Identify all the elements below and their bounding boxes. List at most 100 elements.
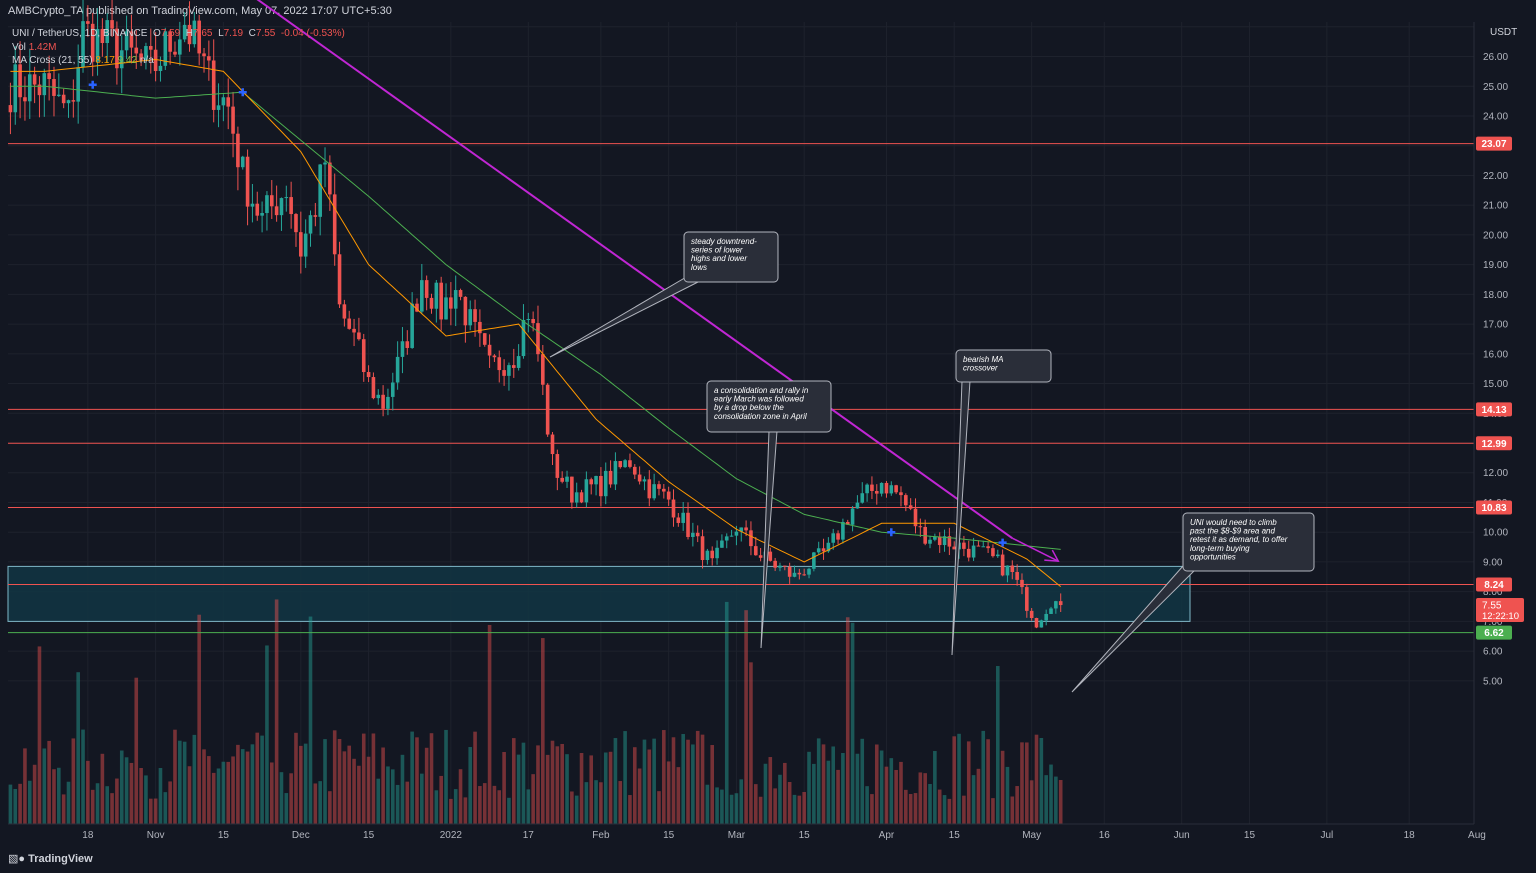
candle-body (666, 491, 671, 500)
volume-bar (294, 732, 298, 824)
low-label: L (218, 28, 224, 39)
time-tick-label: 18 (1404, 830, 1416, 841)
candle-body (415, 303, 419, 312)
candle-body (681, 512, 685, 523)
candle-body (1005, 565, 1010, 576)
volume-bar (957, 733, 961, 824)
candle-body (434, 282, 439, 309)
candle-body (1054, 601, 1058, 609)
volume-bar (168, 781, 172, 824)
candle-body (749, 530, 753, 547)
candle-body (550, 434, 555, 455)
volume-bar (27, 780, 32, 824)
tradingview-logo: ▧● TradingView (8, 852, 93, 865)
candle-body (352, 328, 356, 333)
volume-bar (937, 789, 942, 824)
candle-body (676, 517, 681, 523)
volume-bar (1020, 742, 1024, 824)
candle-body (110, 20, 114, 29)
symbol-legend: UNI / TetherUS, 1D, BINANCE O7.59 H7.65 … (12, 28, 345, 39)
candle-body (521, 319, 526, 357)
volume-bar (1010, 796, 1015, 824)
candle-body (61, 94, 66, 104)
price-tick-label: 12.00 (1483, 468, 1508, 479)
price-tick-label: 21.00 (1483, 201, 1508, 212)
volume-bar (420, 773, 424, 824)
candle-body (134, 47, 139, 54)
currency-label-bg (1478, 24, 1528, 38)
level-price-label: 14.13 (1481, 405, 1506, 416)
time-tick-label: May (1022, 830, 1041, 841)
candle-body (187, 24, 192, 45)
volume-bar (797, 795, 802, 824)
candle-body (453, 290, 458, 309)
volume-bar (502, 752, 506, 824)
volume-bar (531, 774, 535, 824)
volume-bar (865, 786, 869, 824)
volume-bar (1058, 780, 1063, 824)
volume-bar (908, 794, 913, 824)
candle-body (744, 527, 748, 531)
volume-bar (913, 793, 918, 824)
candle-body (812, 552, 816, 569)
candle-body (386, 396, 390, 409)
candle-body (1039, 620, 1044, 628)
candle-body (652, 484, 656, 499)
volume-bar (632, 747, 637, 824)
candle-body (584, 479, 589, 503)
candle-body (792, 572, 797, 577)
volume-bar (729, 794, 734, 824)
candle-body (86, 21, 90, 24)
candle-body (981, 546, 986, 548)
candle-body (1044, 613, 1048, 621)
symbol-label: UNI / TetherUS, 1D, BINANCE (12, 28, 148, 39)
volume-bar (681, 734, 685, 824)
callout-text: past the $8-$9 area and (1189, 527, 1276, 536)
candle-body (236, 133, 240, 168)
volume-bar (778, 774, 782, 824)
price-axis (1474, 22, 1536, 824)
candle-body (478, 321, 482, 334)
candle-body (734, 531, 739, 536)
callout-text: lows (691, 263, 707, 272)
candle-body (207, 56, 211, 61)
volume-bar (473, 731, 477, 824)
candle-body (458, 290, 463, 297)
volume-bar (415, 737, 419, 824)
level-price-tag (1476, 500, 1512, 515)
candle-body (836, 533, 840, 540)
volume-bar (787, 781, 792, 824)
volume-bar (429, 733, 434, 824)
volume-bar (826, 760, 831, 824)
candle-body (773, 560, 777, 568)
callout-text: consolidation zone in April (714, 412, 807, 421)
volume-bar (449, 798, 453, 824)
candle-body (1025, 587, 1029, 611)
volume-bar (628, 795, 632, 824)
time-tick-label: 15 (799, 830, 811, 841)
candle-body (516, 356, 521, 368)
volume-bar (434, 790, 439, 824)
ma-cross-marker (238, 88, 247, 97)
candle-body (671, 499, 676, 518)
candle-body (439, 282, 443, 320)
candle-body (361, 339, 366, 373)
candle-body (511, 365, 516, 368)
volume-bar (705, 784, 710, 824)
price-tick-label: 10.00 (1483, 528, 1508, 539)
candle-body (507, 365, 511, 376)
candle-body (908, 505, 913, 509)
candle-body (845, 521, 850, 525)
volume-bar (23, 748, 27, 824)
volume-bar (841, 752, 845, 824)
volume-bar (642, 739, 647, 824)
downtrend-line (256, 0, 1013, 539)
ma-cross-marker (998, 538, 1007, 547)
volume-bar (482, 783, 487, 824)
candle-body (870, 484, 874, 492)
price-tick-label: 19.00 (1483, 260, 1508, 271)
volume-bar (42, 748, 47, 824)
volume-bar (541, 638, 545, 824)
volume-bar (1025, 742, 1029, 824)
